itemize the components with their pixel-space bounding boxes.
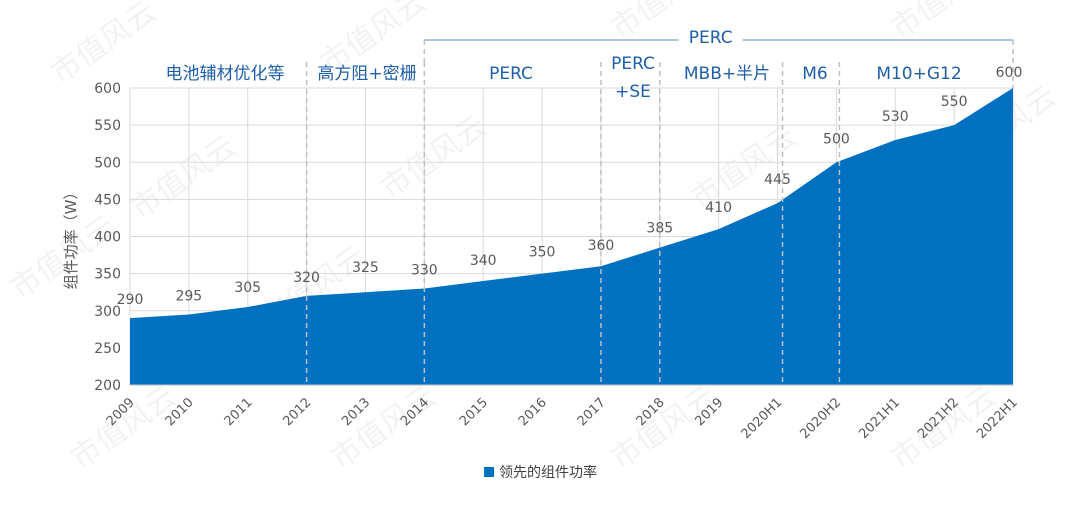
data-label: 330: [411, 262, 438, 278]
watermark-text: 市值风云: [45, 0, 163, 92]
data-label: 325: [352, 260, 379, 276]
data-label: 445: [764, 172, 791, 188]
data-label: 320: [293, 270, 320, 286]
x-tick-label: 2016: [516, 395, 550, 429]
y-tick-label: 200: [94, 378, 121, 394]
phase-label: +SE: [615, 82, 651, 102]
data-label: 295: [175, 288, 202, 304]
watermark-text: 市值风云: [605, 379, 723, 476]
y-tick-label: 350: [94, 267, 121, 283]
legend: 领先的组件功率: [484, 462, 597, 482]
y-tick-label: 600: [94, 81, 121, 97]
y-tick-label: 250: [94, 341, 121, 357]
phase-label: MBB+半片: [684, 64, 770, 84]
data-label: 350: [529, 245, 556, 261]
legend-swatch: [484, 467, 494, 477]
data-label: 360: [588, 238, 615, 254]
x-tick-label: 2020H1: [739, 395, 786, 442]
y-axis-title: 组件功率（W）: [62, 185, 80, 290]
phase-label: PERC: [489, 64, 533, 84]
data-label: 305: [234, 280, 261, 296]
x-tick-label: 2011: [222, 395, 256, 429]
x-tick-label: 2015: [457, 395, 491, 429]
y-tick-label: 300: [94, 304, 121, 320]
phase-label: M6: [802, 64, 827, 84]
y-tick-label: 500: [94, 155, 121, 171]
watermark-text: 市值风云: [65, 379, 183, 476]
data-label: 410: [705, 200, 732, 216]
data-label: 290: [117, 292, 144, 308]
phase-label: M10+G12: [876, 64, 961, 84]
watermark-text: 市值风云: [325, 379, 443, 476]
data-label: 550: [941, 94, 968, 110]
legend-label: 领先的组件功率: [499, 465, 597, 481]
data-label: 600: [996, 65, 1023, 81]
y-tick-label: 450: [94, 192, 121, 208]
top-bracket-label: PERC: [689, 28, 733, 48]
phase-label: 高方阻+密栅: [317, 64, 416, 84]
data-label: 530: [882, 109, 909, 125]
watermark-text: 市值风云: [375, 109, 493, 206]
watermark-text: 市值风云: [125, 129, 243, 226]
x-tick-label: 2021H1: [856, 395, 903, 442]
data-label: 385: [646, 221, 673, 237]
x-tick-label: 2017: [575, 395, 609, 429]
data-label: 340: [470, 253, 497, 269]
area-series: [130, 88, 1013, 385]
y-tick-label: 550: [94, 118, 121, 134]
x-tick-label: 2020H2: [797, 395, 844, 442]
y-tick-label: 400: [94, 230, 121, 246]
phase-label: 电池辅材优化等: [166, 64, 285, 84]
data-label: 500: [823, 131, 850, 147]
x-tick-label: 2012: [280, 395, 314, 429]
top-bracket-label-bg: [678, 30, 743, 50]
phase-label: PERC: [611, 54, 655, 74]
